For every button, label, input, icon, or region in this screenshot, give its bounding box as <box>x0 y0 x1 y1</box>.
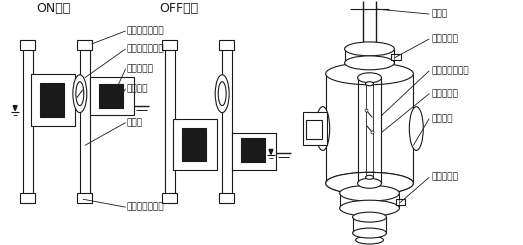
Bar <box>391 54 401 60</box>
Ellipse shape <box>366 175 373 179</box>
Ellipse shape <box>326 172 413 194</box>
Bar <box>40 83 64 117</box>
Ellipse shape <box>316 107 329 150</box>
Bar <box>20 193 35 203</box>
Text: フロート: フロート <box>127 84 148 93</box>
Ellipse shape <box>353 228 386 238</box>
Bar <box>183 128 206 161</box>
Polygon shape <box>13 106 17 110</box>
Ellipse shape <box>365 109 368 112</box>
Ellipse shape <box>76 82 84 106</box>
Ellipse shape <box>339 200 400 216</box>
Ellipse shape <box>366 82 373 86</box>
Text: マグネット: マグネット <box>127 64 153 73</box>
Text: 下部ストッパー: 下部ストッパー <box>127 203 164 212</box>
Bar <box>222 48 232 197</box>
Bar <box>31 74 75 125</box>
Bar <box>303 112 327 146</box>
Bar <box>99 84 122 108</box>
Text: ステム: ステム <box>127 118 143 127</box>
Bar <box>80 48 90 197</box>
Ellipse shape <box>358 73 381 83</box>
Text: ON状態: ON状態 <box>36 1 70 15</box>
Ellipse shape <box>326 63 413 85</box>
Ellipse shape <box>339 185 400 201</box>
Ellipse shape <box>218 82 226 106</box>
Text: 上部ストッパー: 上部ストッパー <box>127 26 164 36</box>
Bar <box>163 193 177 203</box>
Ellipse shape <box>353 212 386 222</box>
Ellipse shape <box>358 178 381 188</box>
Text: リードスイッチ: リードスイッチ <box>127 44 164 53</box>
Bar <box>219 193 234 203</box>
Ellipse shape <box>215 75 229 113</box>
Bar <box>174 119 217 170</box>
Bar <box>241 138 265 162</box>
Bar <box>90 77 133 115</box>
Text: リードスイッチ: リードスイッチ <box>431 66 469 75</box>
Ellipse shape <box>371 131 374 134</box>
Text: フロート: フロート <box>431 114 453 123</box>
Ellipse shape <box>345 42 394 56</box>
Bar <box>163 40 177 50</box>
Bar <box>306 120 322 139</box>
Ellipse shape <box>326 172 413 194</box>
Ellipse shape <box>356 236 383 244</box>
Bar <box>165 48 175 197</box>
Text: ステム: ステム <box>431 10 447 19</box>
Bar <box>23 48 33 197</box>
Bar <box>396 199 405 205</box>
Ellipse shape <box>345 56 394 70</box>
Text: ストッパー: ストッパー <box>431 35 458 43</box>
Bar <box>219 40 234 50</box>
Bar <box>232 133 276 170</box>
Polygon shape <box>269 149 273 154</box>
Text: OFF状態: OFF状態 <box>159 1 198 15</box>
Text: ストッパー: ストッパー <box>431 173 458 182</box>
Bar <box>77 40 92 50</box>
Bar <box>77 193 92 203</box>
Bar <box>20 40 35 50</box>
Ellipse shape <box>410 107 423 150</box>
Ellipse shape <box>73 75 87 113</box>
Text: マグネット: マグネット <box>431 89 458 98</box>
